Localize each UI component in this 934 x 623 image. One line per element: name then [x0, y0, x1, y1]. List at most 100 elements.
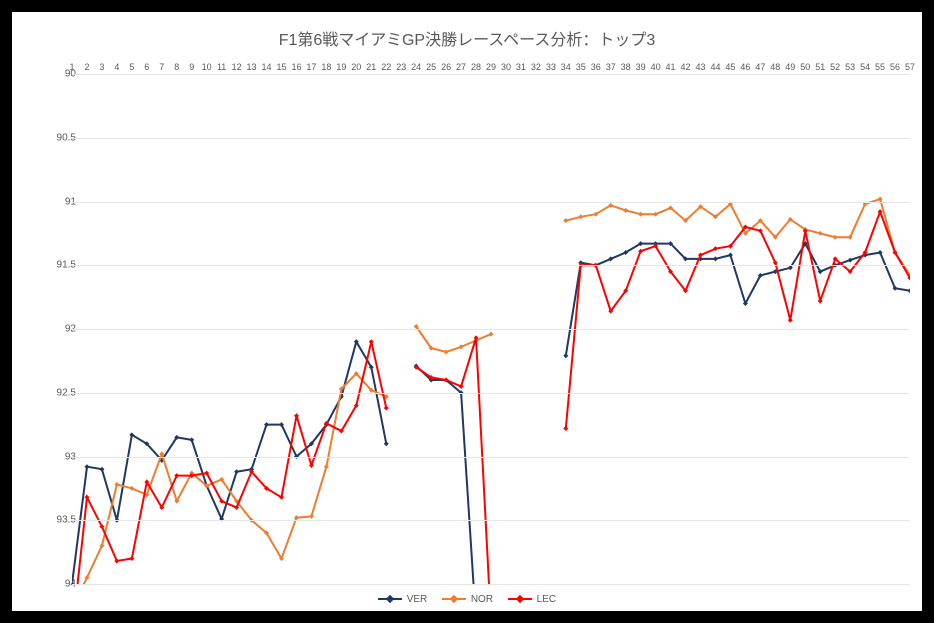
x-tick-label: 14	[262, 62, 272, 72]
series-marker-nor	[309, 514, 314, 519]
x-tick-label: 28	[471, 62, 481, 72]
series-marker-ver	[384, 441, 389, 446]
x-tick-label: 33	[546, 62, 556, 72]
x-tick-label: 43	[695, 62, 705, 72]
y-tick-label: 93	[36, 451, 76, 462]
x-tick-label: 39	[636, 62, 646, 72]
gridline	[72, 393, 910, 394]
gridline	[72, 520, 910, 521]
x-tick-label: 5	[129, 62, 134, 72]
y-tick-label: 91.5	[36, 260, 76, 271]
series-marker-lec	[878, 209, 883, 214]
series-marker-nor	[563, 218, 568, 223]
x-tick-label: 12	[232, 62, 242, 72]
series-marker-ver	[848, 258, 853, 263]
x-tick-label: 50	[800, 62, 810, 72]
x-tick-label: 29	[486, 62, 496, 72]
gridline	[72, 584, 910, 585]
x-tick-label: 20	[351, 62, 361, 72]
x-tick-label: 31	[516, 62, 526, 72]
legend-marker	[516, 595, 524, 603]
legend-item-lec: LEC	[508, 594, 556, 605]
series-marker-nor	[444, 349, 449, 354]
legend-marker	[386, 595, 394, 603]
x-tick-label: 23	[396, 62, 406, 72]
legend-label: NOR	[471, 594, 493, 605]
series-marker-ver	[713, 256, 718, 261]
series-marker-nor	[324, 464, 329, 469]
gridline	[72, 74, 910, 75]
chart-area: 9090.59191.59292.59393.594 1234567891011…	[12, 12, 922, 611]
x-tick-label: 44	[710, 62, 720, 72]
series-marker-lec	[294, 413, 299, 418]
x-tick-label: 9	[189, 62, 194, 72]
x-tick-label: 18	[321, 62, 331, 72]
series-marker-ver	[84, 464, 89, 469]
x-tick-label: 6	[144, 62, 149, 72]
gridline	[72, 329, 910, 330]
x-tick-label: 4	[114, 62, 119, 72]
x-tick-label: 19	[336, 62, 346, 72]
x-tick-label: 56	[890, 62, 900, 72]
x-tick-label: 17	[306, 62, 316, 72]
x-tick-label: 35	[576, 62, 586, 72]
gridline	[72, 202, 910, 203]
x-tick-label: 13	[247, 62, 257, 72]
legend-item-ver: VER	[378, 594, 427, 605]
legend-swatch	[442, 595, 466, 603]
x-tick-label: 46	[740, 62, 750, 72]
x-tick-label: 52	[830, 62, 840, 72]
x-tick-label: 11	[217, 62, 226, 72]
x-tick-label: 1	[69, 62, 74, 72]
x-tick-label: 47	[755, 62, 765, 72]
x-tick-label: 7	[159, 62, 164, 72]
chart-frame: F1第6戦マイアミGP決勝レースペース分析：トップ3 9090.59191.59…	[12, 12, 922, 611]
x-tick-label: 41	[666, 62, 676, 72]
x-tick-label: 55	[875, 62, 885, 72]
legend-swatch	[378, 595, 402, 603]
x-tick-label: 22	[381, 62, 391, 72]
series-marker-ver	[189, 437, 194, 442]
y-tick-label: 92.5	[36, 387, 76, 398]
y-tick-label: 91	[36, 196, 76, 207]
legend: VER NOR LEC	[12, 594, 922, 605]
series-marker-nor	[623, 208, 628, 213]
x-tick-label: 16	[291, 62, 301, 72]
y-tick-label: 90.5	[36, 132, 76, 143]
series-marker-lec	[309, 463, 314, 468]
x-tick-label: 40	[651, 62, 661, 72]
series-marker-lec	[563, 426, 568, 431]
x-tick-label: 8	[174, 62, 179, 72]
series-marker-nor	[818, 231, 823, 236]
y-tick-label: 92	[36, 324, 76, 335]
series-marker-nor	[578, 214, 583, 219]
series-marker-ver	[234, 469, 239, 474]
series-marker-lec	[818, 298, 823, 303]
series-marker-ver	[264, 422, 269, 427]
series-marker-nor	[833, 235, 838, 240]
series-marker-ver	[563, 353, 568, 358]
series-marker-ver	[99, 467, 104, 472]
x-tick-label: 2	[84, 62, 89, 72]
x-tick-label: 45	[725, 62, 735, 72]
x-tick-label: 34	[561, 62, 571, 72]
series-marker-ver	[908, 288, 911, 293]
x-tick-label: 49	[785, 62, 795, 72]
x-tick-label: 32	[531, 62, 541, 72]
series-marker-lec	[788, 318, 793, 323]
x-tick-label: 38	[621, 62, 631, 72]
series-marker-lec	[129, 556, 134, 561]
x-tick-label: 48	[770, 62, 780, 72]
legend-item-nor: NOR	[442, 594, 493, 605]
series-line-lec	[72, 212, 910, 584]
x-tick-label: 3	[99, 62, 104, 72]
x-tick-label: 30	[501, 62, 511, 72]
legend-label: LEC	[537, 594, 556, 605]
x-tick-label: 25	[426, 62, 436, 72]
series-marker-nor	[114, 482, 119, 487]
y-tick-label: 94	[36, 579, 76, 590]
x-tick-label: 26	[441, 62, 451, 72]
y-tick-label: 93.5	[36, 515, 76, 526]
x-tick-label: 51	[815, 62, 825, 72]
x-tick-label: 57	[905, 62, 915, 72]
